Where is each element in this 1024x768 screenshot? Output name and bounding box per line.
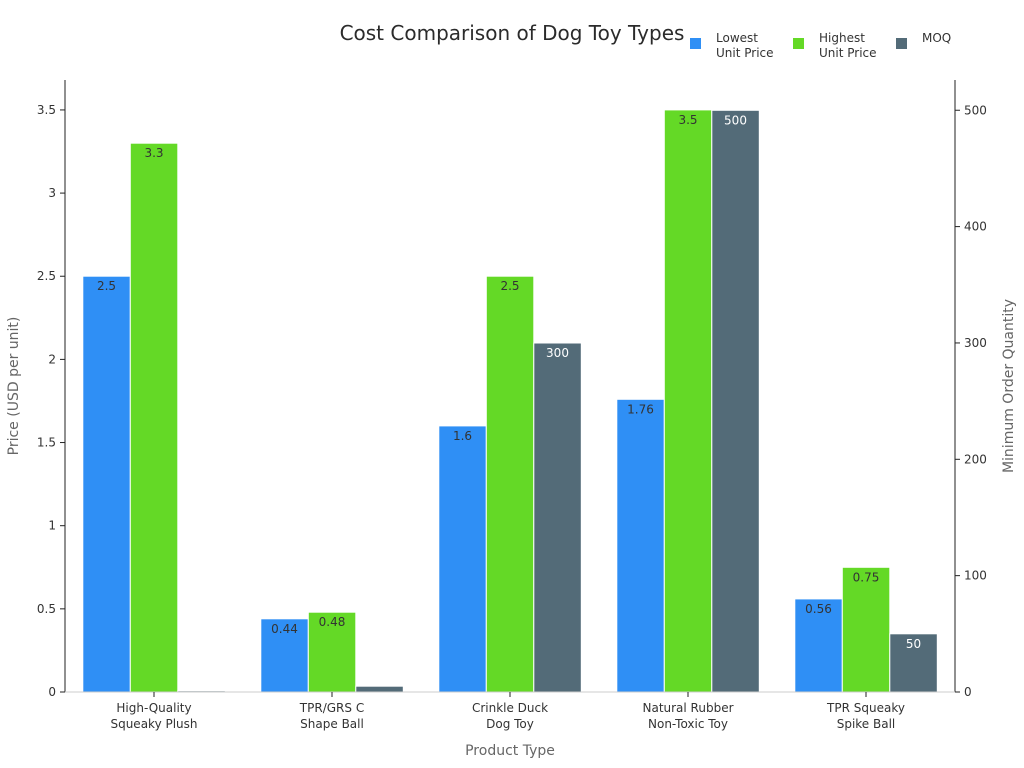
x-axis-label: Product Type	[465, 743, 555, 759]
legend-swatch	[793, 38, 804, 49]
bar-s0-c3	[616, 398, 665, 693]
y2-tick-label: 400	[964, 220, 987, 234]
legend-label: Highest Unit Price	[819, 31, 877, 60]
x-tick-label: TPR Squeaky Spike Ball	[826, 701, 905, 731]
bar-label-s0-c4: 0.56	[805, 602, 832, 616]
bar-label-s1-c4: 0.75	[853, 570, 880, 584]
bar-label-s0-c3: 1.76	[627, 402, 654, 416]
y-tick-label: 1.5	[37, 436, 56, 450]
y-tick-label: 0	[48, 685, 56, 699]
legend-label: MOQ	[922, 31, 951, 45]
bar-s1-c2	[485, 275, 535, 693]
legend-label: Lowest Unit Price	[716, 31, 774, 60]
bar-s0-c2	[438, 425, 487, 693]
y2-tick-label: 100	[964, 569, 987, 583]
legend-swatch	[690, 38, 701, 49]
y-tick-label: 3.5	[37, 103, 56, 117]
bar-label-s2-c2: 300	[546, 346, 569, 360]
bar-label-s1-c3: 3.5	[678, 113, 697, 127]
y-tick-label: 3	[48, 186, 56, 200]
bar-label-s2-c4: 50	[906, 637, 921, 651]
y-tick-label: 2.5	[37, 269, 56, 283]
bar-s2-c1	[355, 685, 404, 693]
chart-title: Cost Comparison of Dog Toy Types	[340, 21, 685, 45]
y2-tick-label: 300	[964, 336, 987, 350]
legend-swatch	[896, 38, 907, 49]
y-tick-label: 1	[48, 519, 56, 533]
y2-axis-label: Minimum Order Quantity	[1001, 299, 1017, 473]
bar-label-s0-c2: 1.6	[453, 429, 472, 443]
bar-label-s1-c0: 3.3	[144, 146, 163, 160]
bar-s1-c4	[841, 566, 891, 693]
bar-s0-c1	[260, 618, 309, 693]
bar-labels: 2.5 0.44 1.6 1.76 0.56 3.3 0.48 2.5 3.5 0.75 300 50…	[97, 113, 921, 651]
bar-s1-c0	[129, 142, 179, 693]
bar-label-s1-c1: 0.48	[319, 615, 346, 629]
x-tick-label: Crinkle Duck Dog Toy	[472, 701, 548, 731]
axes: 0 0.5 1 1.5 2 2.5 3 3.5 0 100 200 300 400 500 High-Qua…	[37, 80, 987, 731]
y-tick-label: 0.5	[37, 602, 56, 616]
x-tick-label: TPR/GRS C Shape Ball	[299, 701, 364, 731]
bar-label-s2-c3: 500	[724, 113, 747, 127]
y2-tick-label: 200	[964, 452, 987, 466]
y-tick-label: 2	[48, 352, 56, 366]
y2-tick-label: 500	[964, 103, 987, 117]
y-axis-label: Price (USD per unit)	[6, 317, 22, 456]
bar-s1-c3	[663, 109, 713, 693]
bar-s0-c0	[82, 275, 131, 693]
bar-label-s0-c1: 0.44	[271, 622, 298, 636]
y2-tick-label: 0	[964, 685, 972, 699]
bar-label-s0-c0: 2.5	[97, 279, 116, 293]
bar-s2-c2	[533, 342, 582, 693]
bar-s2-c4	[889, 633, 938, 693]
x-tick-label: Natural Rubber Non-Toxic Toy	[642, 701, 733, 731]
legend: Lowest Unit Price Highest Unit Price MOQ	[690, 31, 951, 60]
bars	[82, 109, 938, 693]
bar-s2-c3	[711, 109, 760, 693]
bar-label-s1-c2: 2.5	[500, 279, 519, 293]
x-tick-label: High-Quality Squeaky Plush	[110, 701, 197, 731]
